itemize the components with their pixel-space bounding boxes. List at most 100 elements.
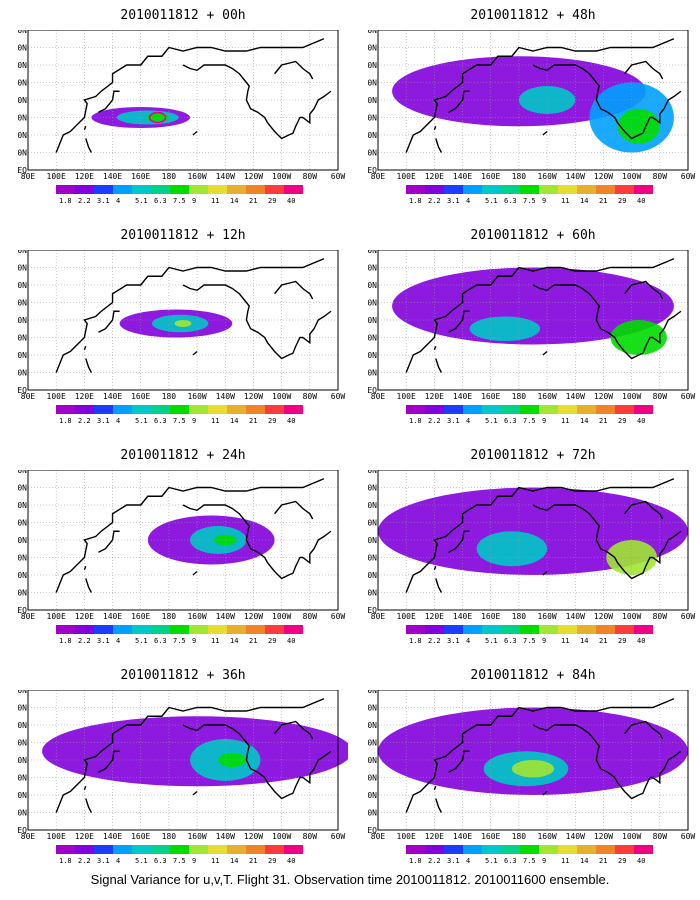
forecast-panel: 2010011812 + 72h EQ 10N 20N 30N 40N 50N 60N 70N 8… (368, 448, 698, 658)
legend-label: 5.1 (135, 197, 148, 205)
coastline (274, 280, 314, 300)
y-tick-label: 70N (18, 704, 27, 713)
coastline (182, 64, 332, 140)
map-frame (27, 470, 339, 611)
x-tick-label: 180 (162, 172, 177, 181)
legend-swatch (406, 845, 425, 854)
legend-label: 29 (268, 857, 276, 865)
x-tick-label: 100E (47, 392, 66, 401)
coastline (542, 350, 548, 356)
map-frame (377, 30, 689, 171)
legend-swatch (406, 185, 425, 194)
x-tick-label: 120W (244, 172, 263, 181)
y-tick-label: 30N (368, 554, 377, 563)
y-tick-label: 30N (368, 774, 377, 783)
x-tick-label: 180 (512, 392, 527, 401)
legend-swatch (227, 405, 246, 414)
legend-label: 21 (249, 637, 257, 645)
x-tick-label: 100W (622, 172, 641, 181)
forecast-panel: 2010011812 + 84h EQ 10N 20N 30N 40N 50N 60N 70N 8… (368, 668, 698, 878)
observation-contour (148, 111, 167, 124)
coastline (274, 60, 314, 80)
coastline (274, 720, 314, 740)
y-tick-label: 70N (18, 264, 27, 273)
coastline (55, 258, 325, 373)
legend-label: 29 (618, 857, 626, 865)
legend-swatch (463, 625, 482, 634)
y-tick-label: 20N (18, 131, 27, 140)
legend-label: 7.5 (523, 857, 536, 865)
coastline (85, 358, 93, 373)
x-tick-label: 60W (331, 392, 346, 401)
x-tick-label: 80E (21, 832, 36, 841)
legend-label: 11 (561, 637, 569, 645)
y-tick-label: 40N (18, 316, 27, 325)
legend-swatch (208, 185, 227, 194)
variance-map: EQ 10N 20N 30N 40N 50N 60N 70N 80N 80E 100E 120E 140… (18, 470, 345, 645)
panel-title: 2010011812 + 60h (470, 228, 596, 243)
map-frame (27, 690, 339, 831)
coastline (405, 698, 675, 813)
legend-swatch (265, 845, 284, 854)
coastline (192, 570, 198, 576)
legend-label: 11 (561, 857, 569, 865)
y-tick-label: 50N (18, 299, 27, 308)
x-tick-label: 80W (653, 612, 668, 621)
legend-label: 7.5 (523, 417, 536, 425)
variance-map: EQ 10N 20N 30N 40N 50N 60N 70N 80N 80E 100E 120E 140… (368, 30, 695, 205)
legend-label: 3.1 (447, 857, 460, 865)
y-tick-label: 30N (368, 334, 377, 343)
coastline (55, 38, 325, 153)
legend-label: 14 (580, 197, 588, 205)
panel-title: 2010011812 + 48h (470, 8, 596, 23)
x-tick-label: 140E (453, 612, 472, 621)
y-tick-label: 20N (368, 351, 377, 360)
legend-label: 6.3 (504, 197, 517, 205)
y-tick-label: 40N (18, 756, 27, 765)
legend-swatch (577, 845, 596, 854)
legend-swatch (132, 185, 151, 194)
legend-swatch (75, 185, 94, 194)
forecast-panel: 2010011812 + 24h EQ 10N 20N 30N 40N 50N 60N 70N 8… (18, 448, 348, 658)
legend-swatch (132, 405, 151, 414)
variance-contour (511, 760, 555, 778)
x-tick-label: 80E (371, 172, 386, 181)
x-tick-label: 80W (303, 612, 318, 621)
map-frame (27, 250, 339, 391)
legend-label: 2.2 (428, 417, 441, 425)
legend-label: 5.1 (135, 417, 148, 425)
variance-map: EQ 10N 20N 30N 40N 50N 60N 70N 80N 80E 100E 120E 140… (18, 250, 346, 425)
variance-contour (469, 316, 541, 341)
legend-swatch (482, 405, 501, 414)
x-tick-label: 80E (21, 392, 36, 401)
x-tick-label: 80W (303, 172, 318, 181)
y-tick-label: EQ (18, 826, 27, 835)
legend-swatch (520, 625, 539, 634)
legend-label: 9 (542, 197, 546, 205)
legend-label: 29 (268, 197, 276, 205)
y-tick-label: 30N (18, 114, 27, 123)
legend-label: 11 (561, 197, 569, 205)
coastline (98, 750, 120, 773)
x-tick-label: 140W (216, 392, 235, 401)
y-tick-label: 80N (18, 470, 27, 475)
legend-swatch (246, 625, 265, 634)
legend-label: 1.8 (409, 197, 422, 205)
legend-swatch (94, 845, 113, 854)
x-tick-label: 140W (216, 832, 235, 841)
x-tick-label: 160W (537, 832, 556, 841)
y-tick-label: 70N (368, 44, 377, 53)
legend-swatch (75, 845, 94, 854)
x-tick-label: 100E (47, 832, 66, 841)
legend-label: 2.2 (428, 857, 441, 865)
legend-label: 21 (599, 197, 607, 205)
legend-label: 9 (542, 857, 546, 865)
legend-label: 1.8 (409, 417, 422, 425)
panel-title: 2010011812 + 36h (120, 668, 246, 683)
x-tick-label: 120E (75, 392, 94, 401)
x-tick-label: 60W (681, 392, 696, 401)
legend-swatch (406, 405, 425, 414)
legend-label: 6.3 (154, 197, 167, 205)
x-tick-label: 160E (131, 832, 150, 841)
legend-swatch (539, 405, 558, 414)
